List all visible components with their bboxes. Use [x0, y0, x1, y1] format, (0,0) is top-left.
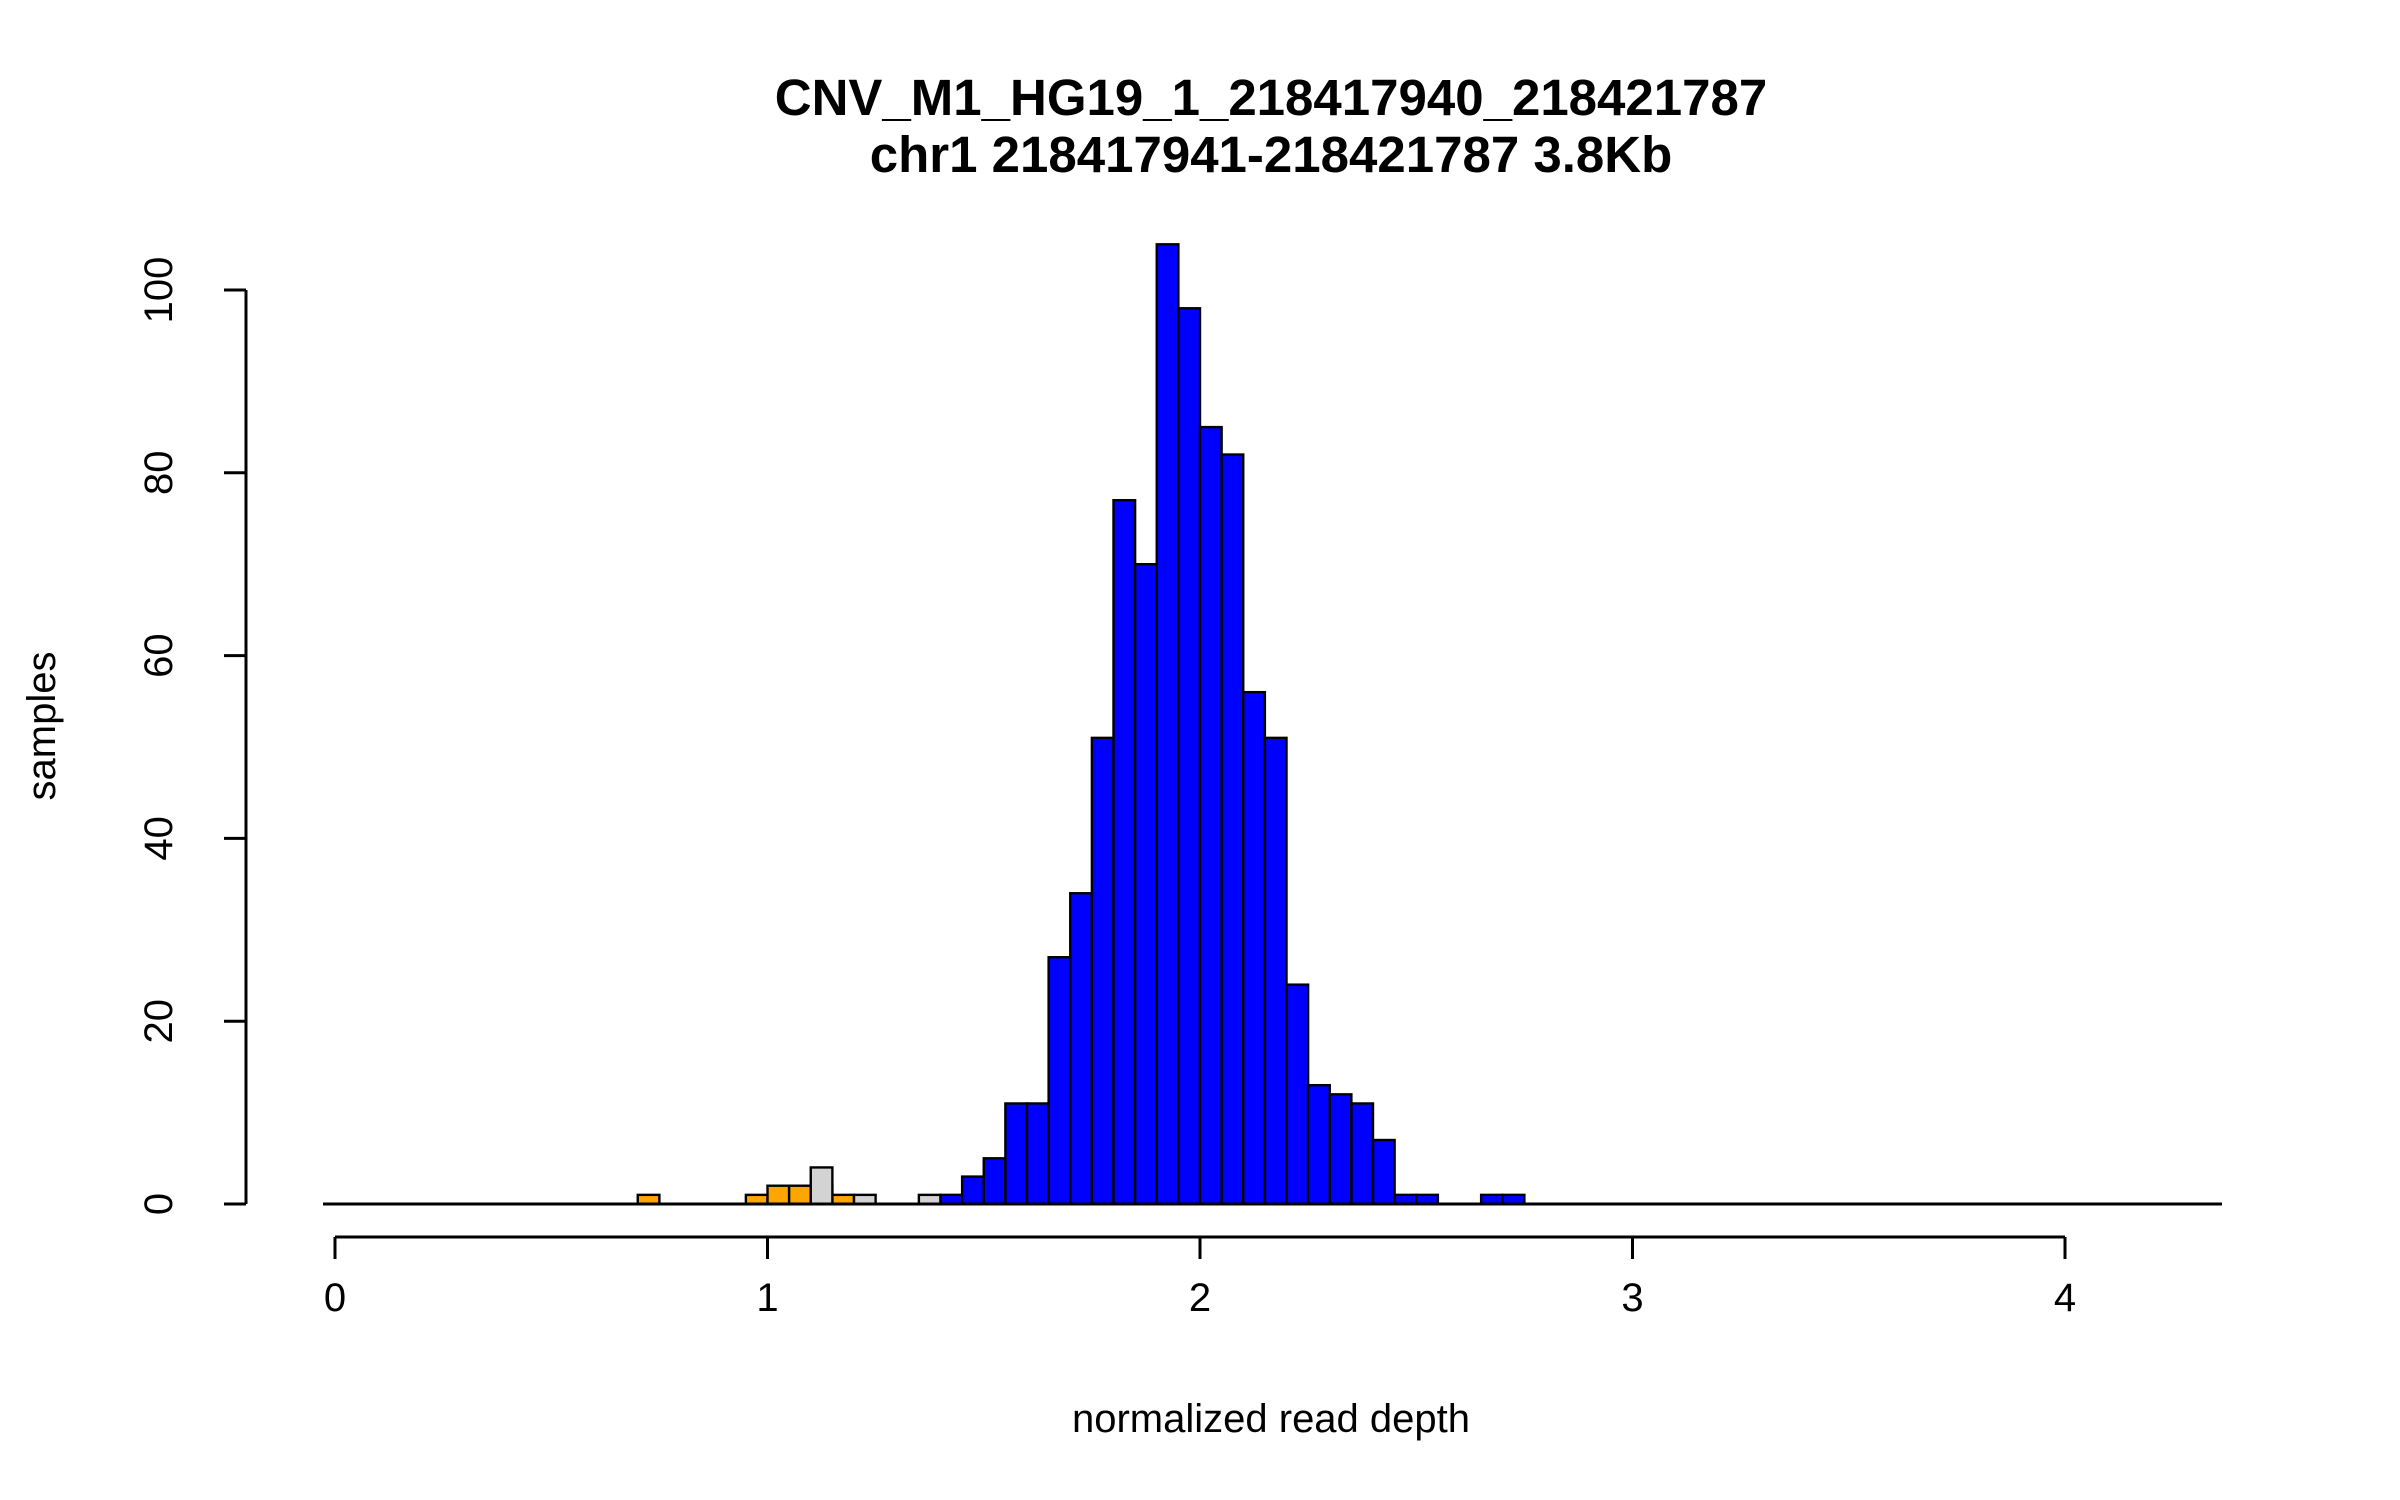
histogram-bar [1328, 1093, 1353, 1206]
histogram-bar [1285, 983, 1310, 1206]
y-tick-label: 60 [137, 633, 181, 678]
y-axis: 0 20 40 60 80 100 [137, 257, 248, 1215]
x-tick-label: 2 [1189, 1276, 1211, 1320]
x-tick-label: 1 [756, 1276, 778, 1320]
histogram-bar [1112, 499, 1137, 1206]
histogram-bar [1242, 690, 1267, 1206]
y-tick-label: 80 [137, 451, 181, 496]
histogram-bars [636, 243, 1526, 1206]
histogram-bar [960, 1175, 985, 1206]
histogram-bar [982, 1157, 1007, 1206]
histogram-bar [766, 1184, 791, 1206]
histogram-bar [1220, 453, 1245, 1206]
histogram-bar [1090, 736, 1115, 1206]
chart-subtitle: chr1 218417941-218421787 3.8Kb [870, 126, 1672, 183]
histogram-bar [1004, 1102, 1029, 1206]
y-tick-label: 100 [137, 257, 181, 324]
y-tick-label: 40 [137, 816, 181, 861]
x-tick-label: 0 [324, 1276, 346, 1320]
histogram-bar [1025, 1102, 1050, 1206]
histogram-bar [809, 1166, 834, 1206]
histogram-bar [1198, 425, 1223, 1206]
histogram-bar [1371, 1138, 1396, 1206]
histogram-bar [1133, 563, 1158, 1206]
x-axis-label: normalized read depth [1072, 1397, 1470, 1441]
histogram-bar [1069, 892, 1094, 1206]
histogram-bar [787, 1184, 812, 1206]
y-axis-label: samples [20, 652, 64, 801]
x-tick-label: 4 [2054, 1276, 2076, 1320]
y-tick-label: 20 [137, 999, 181, 1043]
y-tick-label: 0 [137, 1193, 181, 1215]
histogram-bar [1350, 1102, 1375, 1206]
histogram-bar [1047, 956, 1072, 1206]
histogram-bar [1177, 307, 1202, 1206]
x-axis: 0 1 2 3 4 [324, 1235, 2076, 1320]
histogram-bar [1263, 736, 1288, 1206]
chart-title: CNV_M1_HG19_1_218417940_218421787 [775, 69, 1767, 126]
histogram-bar [1155, 243, 1180, 1206]
histogram-bar [1306, 1083, 1331, 1206]
x-tick-label: 3 [1621, 1276, 1643, 1320]
